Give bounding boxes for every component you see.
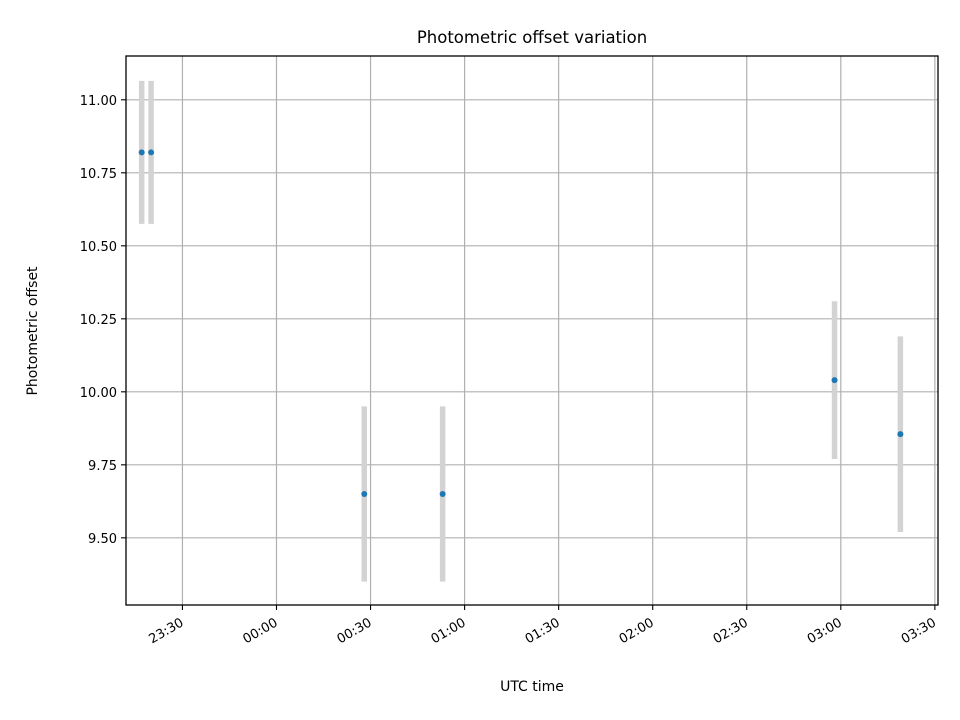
- chart-title: Photometric offset variation: [417, 28, 647, 47]
- y-tick-label: 10.75: [80, 167, 117, 182]
- grid-lines: [126, 56, 938, 605]
- x-axis-label: UTC time: [500, 679, 564, 695]
- data-points: [138, 149, 904, 498]
- y-tick-label: 9.50: [88, 532, 117, 547]
- data-point: [439, 491, 446, 498]
- y-tick-label: 10.25: [80, 313, 117, 328]
- data-point: [138, 149, 145, 156]
- data-point: [148, 149, 155, 156]
- plot-frame: [125, 55, 939, 606]
- y-tick-label: 10.50: [80, 240, 117, 255]
- y-tick-label: 9.75: [88, 459, 117, 474]
- data-point: [831, 377, 838, 384]
- y-axis-ticks: 9.50 9.75 10.00 10.25 10.50 10.75 11.00: [80, 94, 126, 547]
- y-tick-label: 10.00: [80, 386, 117, 401]
- y-axis-label: Photometric offset: [25, 266, 41, 396]
- data-point: [361, 491, 368, 498]
- y-tick-label: 11.00: [80, 94, 117, 109]
- data-point: [897, 431, 904, 438]
